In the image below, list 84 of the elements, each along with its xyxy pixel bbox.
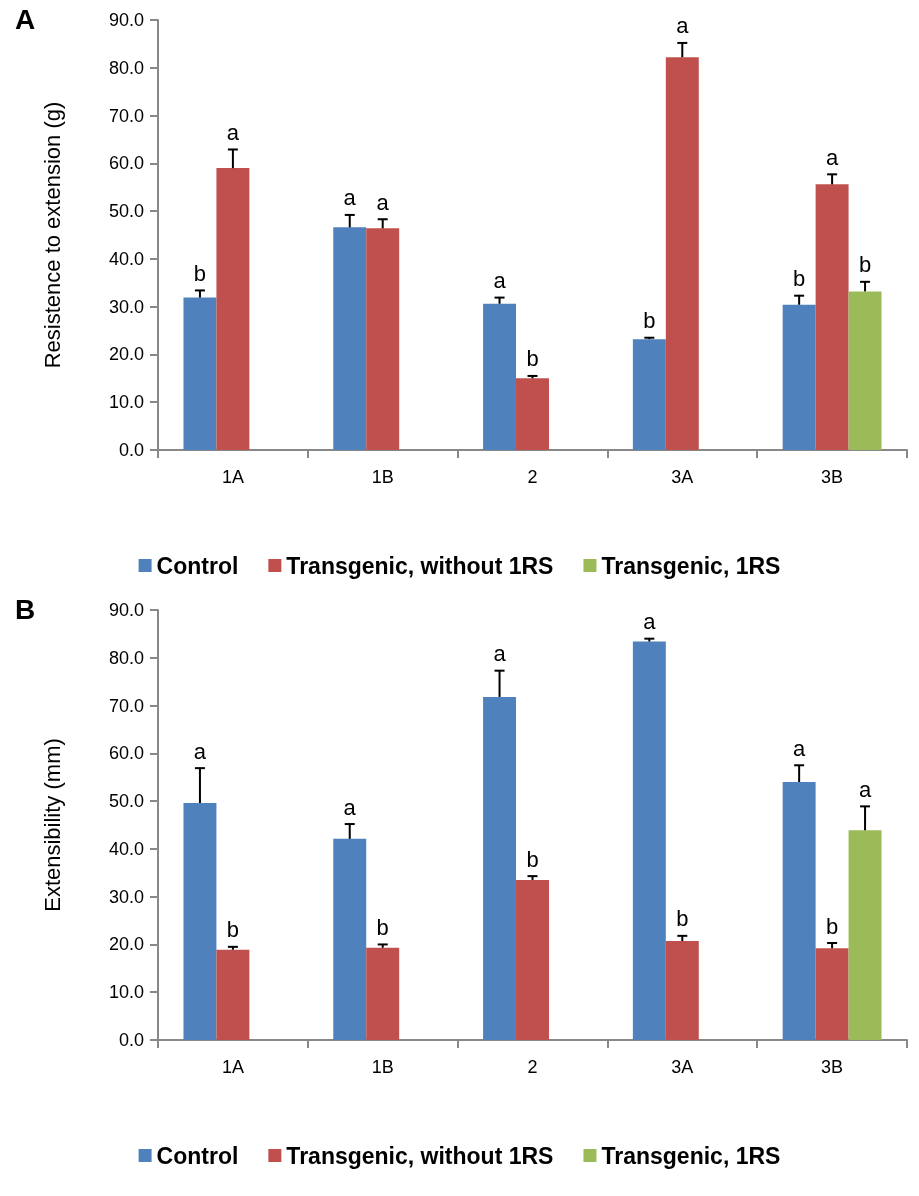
y-tick-label: 60.0 <box>108 153 144 174</box>
bar <box>782 304 816 450</box>
data-label: a <box>343 794 357 820</box>
x-tick-label: 3A <box>671 1057 694 1077</box>
bar <box>665 57 699 450</box>
legend-label: Transgenic, without 1RS <box>286 552 554 579</box>
data-label: a <box>793 735 807 761</box>
legend-label: Transgenic, 1RS <box>601 1142 781 1169</box>
y-tick-label: 10.0 <box>108 982 144 1003</box>
y-tick-label: 70.0 <box>108 695 144 716</box>
bar <box>848 830 882 1040</box>
x-tick-label: 1B <box>371 1057 394 1077</box>
x-tick-label: 3B <box>821 1057 844 1077</box>
chart-title: A <box>15 3 36 35</box>
legend-label: Transgenic, 1RS <box>601 552 781 579</box>
y-tick-label: 0.0 <box>118 440 144 460</box>
data-label: a <box>643 609 657 635</box>
bar <box>366 947 400 1040</box>
y-tick-label: 20.0 <box>108 344 144 365</box>
data-label: b <box>858 252 872 278</box>
data-label: a <box>858 776 872 802</box>
bar <box>516 879 549 1040</box>
bar <box>333 838 367 1040</box>
data-label: a <box>343 185 357 211</box>
bar <box>483 303 517 450</box>
legend-label: Control <box>156 1142 239 1169</box>
y-tick-label: 40.0 <box>108 838 144 859</box>
data-label: a <box>493 268 507 294</box>
data-label: a <box>493 641 507 667</box>
y-tick-label: 60.0 <box>108 743 144 764</box>
data-label: b <box>526 346 539 372</box>
x-tick-label: 2 <box>527 467 538 487</box>
data-label: b <box>643 308 656 334</box>
bar <box>483 696 517 1040</box>
data-label: b <box>676 906 689 932</box>
data-label: a <box>226 119 240 145</box>
x-tick-label: 1A <box>221 467 244 487</box>
bar <box>183 297 217 450</box>
data-label: b <box>193 260 207 286</box>
x-tick-label: 3B <box>821 467 844 487</box>
data-label: b <box>226 917 240 943</box>
x-tick-label: 1B <box>371 467 394 487</box>
bar <box>632 641 666 1040</box>
x-tick-label: 1A <box>221 1057 244 1077</box>
bar <box>848 291 882 450</box>
legend-label: Control <box>156 552 239 579</box>
bar <box>366 228 400 450</box>
x-tick-label: 2 <box>527 1057 538 1077</box>
data-label: a <box>676 13 690 39</box>
data-label: b <box>793 266 806 292</box>
data-label: a <box>825 144 839 170</box>
y-tick-label: 10.0 <box>108 392 144 413</box>
bar <box>516 378 549 450</box>
y-axis-title: Extensibility (mm) <box>39 738 65 912</box>
bar <box>216 168 250 450</box>
bar <box>632 339 666 450</box>
bar <box>665 941 699 1040</box>
y-tick-label: 80.0 <box>108 57 144 78</box>
chart-title: B <box>15 593 36 625</box>
data-label: b <box>526 846 539 872</box>
legend-label: Transgenic, without 1RS <box>286 1142 554 1169</box>
bar <box>216 949 250 1040</box>
data-label: a <box>376 189 390 215</box>
y-tick-label: 30.0 <box>108 296 144 317</box>
y-tick-label: 50.0 <box>108 791 144 812</box>
bar <box>782 782 816 1040</box>
bar <box>333 227 367 450</box>
bar <box>815 948 849 1040</box>
x-tick-label: 3A <box>671 467 694 487</box>
data-label: b <box>376 914 389 940</box>
bar <box>183 803 217 1040</box>
y-tick-label: 50.0 <box>108 201 144 222</box>
data-label: b <box>825 913 839 939</box>
y-axis-title: Resistence to extension (g) <box>39 101 65 369</box>
y-tick-label: 40.0 <box>108 248 144 269</box>
y-tick-label: 90.0 <box>108 600 144 620</box>
y-tick-label: 0.0 <box>118 1030 144 1050</box>
y-tick-label: 70.0 <box>108 105 144 126</box>
bar <box>815 184 849 450</box>
y-tick-label: 90.0 <box>108 10 144 30</box>
y-tick-label: 80.0 <box>108 647 144 668</box>
y-tick-label: 20.0 <box>108 934 144 955</box>
data-label: a <box>193 738 207 764</box>
y-tick-label: 30.0 <box>108 886 144 907</box>
